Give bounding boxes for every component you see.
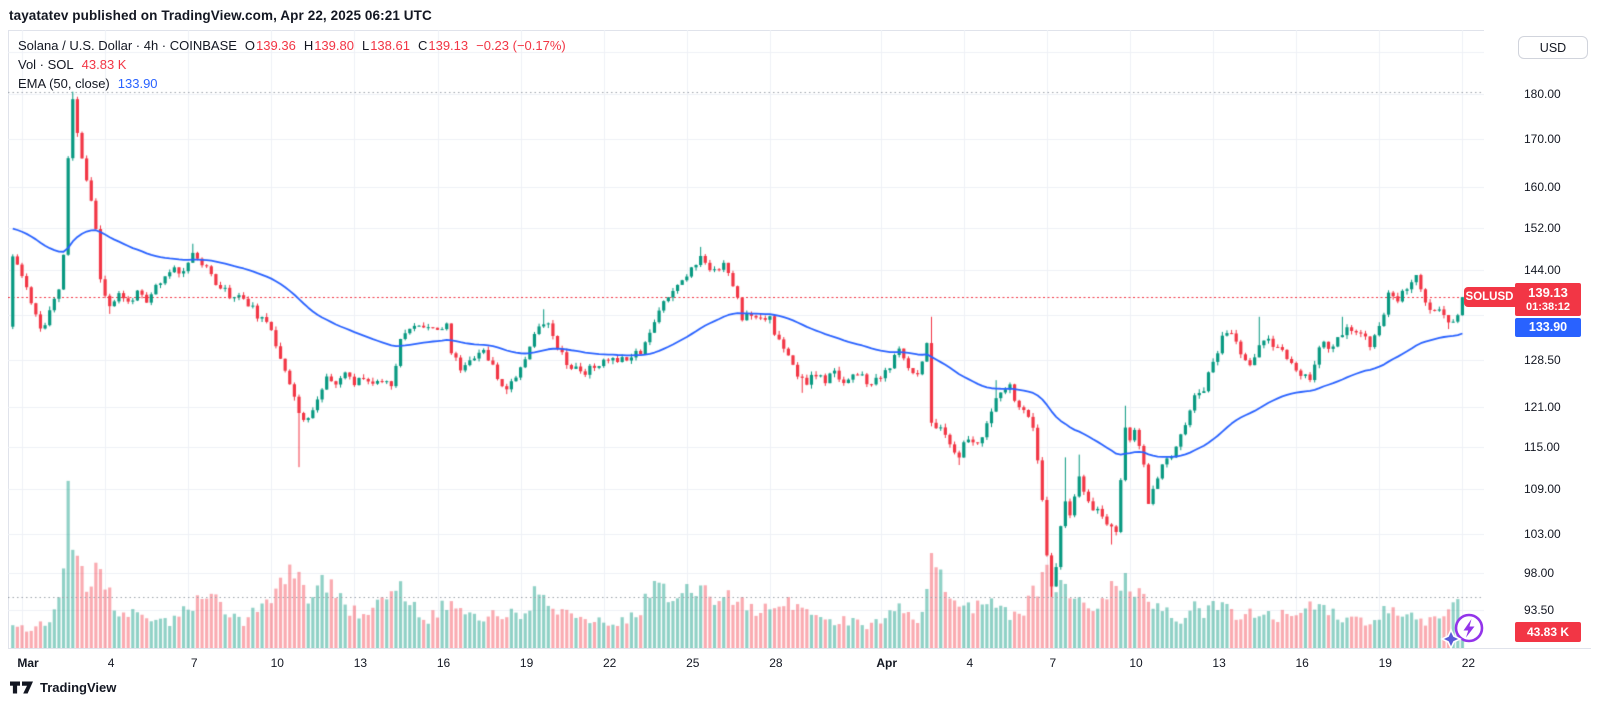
ema-value: 133.90 [117, 76, 158, 91]
time-axis[interactable]: Mar 4 7 10 13 16 19 22 25 28 Apr 4 7 10 13 16 19 22 [8, 648, 1591, 677]
close-label: C [417, 38, 428, 53]
price-tick-label: 98.00 [1524, 565, 1555, 580]
time-tick-label: 16 [1295, 656, 1309, 670]
price-tick-label: 152.00 [1524, 220, 1561, 235]
time-tick-label: 7 [1049, 656, 1057, 670]
time-tick-label: Apr [876, 656, 898, 670]
lightning-bolt-icon [1463, 619, 1475, 638]
price-tick-label: 103.00 [1524, 526, 1561, 541]
price-chart-canvas[interactable] [8, 30, 1484, 648]
time-tick-label: 13 [353, 656, 368, 670]
time-tick-label: 4 [966, 656, 974, 670]
price-tick-label: 160.00 [1524, 180, 1561, 195]
time-tick-label: 19 [519, 656, 534, 670]
ema-label: EMA (50, close) [18, 76, 110, 91]
time-tick-label: 10 [1129, 656, 1143, 670]
sparkle-star-icon [1440, 628, 1462, 650]
price-tick-label: 121.00 [1524, 400, 1561, 414]
time-tick-label: 4 [107, 656, 115, 670]
last-price-value: 139.13 [1528, 285, 1568, 301]
legend-volume-row: Vol · SOL 43.83 K [18, 57, 566, 72]
low-value: 138.61 [370, 38, 410, 53]
open-label: O [244, 38, 256, 53]
spark-boost-icon [1438, 608, 1488, 652]
close-value: 139.13 [428, 38, 469, 53]
tradingview-attribution[interactable]: TradingView [10, 680, 116, 695]
legend-ema-row: EMA (50, close) 133.90 [18, 76, 566, 91]
change-value: −0.23 (−0.17%) [476, 38, 566, 53]
price-axis[interactable]: USD 180.00 170.00 160.00 152.00 144.00 128.50… [1484, 30, 1591, 648]
legend-symbol-row: Solana / U.S. Dollar · 4h · COINBASE O 1… [18, 38, 566, 53]
ema-price-badge: 133.90 [1515, 317, 1581, 337]
time-tick-label: 25 [686, 656, 700, 670]
time-tick-label: Mar [17, 656, 39, 670]
symbol-price-badge: SOLUSD [1464, 287, 1515, 308]
price-tick-label: 170.00 [1524, 132, 1561, 147]
volume-badge: 43.83 K [1515, 622, 1581, 642]
price-tick-label: 144.00 [1524, 263, 1561, 278]
price-tick-label: 109.00 [1524, 482, 1561, 497]
currency-toggle-button[interactable]: USD [1518, 36, 1588, 59]
volume-label: Vol · SOL [18, 57, 74, 72]
bar-countdown: 01:38:12 [1525, 301, 1571, 314]
chart-legend: Solana / U.S. Dollar · 4h · COINBASE O 1… [18, 38, 566, 91]
price-tick-label: 180.00 [1524, 87, 1561, 102]
tradingview-wordmark: TradingView [40, 680, 117, 695]
high-label: H [303, 38, 314, 53]
time-tick-label: 22 [603, 656, 617, 670]
high-value: 139.80 [314, 38, 354, 53]
symbol-title: Solana / U.S. Dollar · 4h · COINBASE [18, 38, 237, 53]
time-tick-label: 7 [190, 656, 198, 670]
open-value: 139.36 [256, 38, 296, 53]
time-tick-label: 28 [769, 656, 783, 670]
time-tick-label: 16 [436, 656, 451, 670]
time-tick-label: 10 [270, 656, 284, 670]
time-tick-label: 19 [1378, 656, 1392, 670]
publish-info: tayatatev published on TradingView.com, … [9, 8, 432, 23]
tradingview-logo-icon [10, 681, 33, 694]
volume-value: 43.83 K [81, 57, 127, 72]
last-price-badge: 139.13 01:38:12 [1515, 283, 1581, 317]
price-tick-label: 128.50 [1524, 352, 1561, 367]
time-tick-label: 13 [1212, 656, 1226, 670]
time-tick-label: 22 [1461, 656, 1476, 670]
price-tick-label: 93.50 [1524, 602, 1555, 617]
price-tick-label: 115.00 [1524, 440, 1560, 455]
low-label: L [361, 38, 370, 53]
